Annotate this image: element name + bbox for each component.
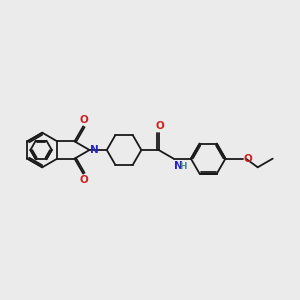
Text: O: O [244,154,252,164]
Text: N: N [90,145,99,155]
Text: O: O [155,121,164,131]
Text: O: O [80,115,88,125]
Text: N: N [175,161,183,171]
Text: O: O [80,175,88,185]
Text: H: H [179,162,186,171]
